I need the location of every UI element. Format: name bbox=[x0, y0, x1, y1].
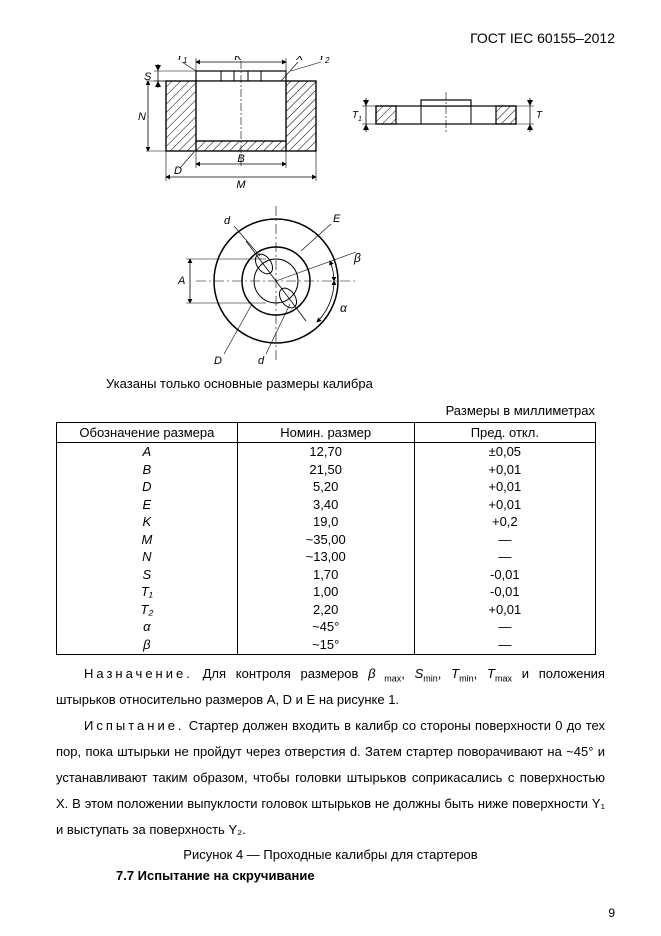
table-row: B21,50+0,01 bbox=[57, 461, 596, 479]
technical-diagram: K Y1 X Y2 S N bbox=[46, 56, 615, 368]
svg-text:α: α bbox=[340, 301, 348, 315]
svg-text:A: A bbox=[177, 275, 185, 287]
table-row: S1,70-0,01 bbox=[57, 566, 596, 584]
table-header: Пред. откл. bbox=[414, 423, 595, 443]
svg-text:1: 1 bbox=[358, 116, 362, 123]
table-header-row: Обозначение размера Номин. размер Пред. … bbox=[57, 423, 596, 443]
svg-text:d: d bbox=[258, 355, 265, 367]
svg-text:1: 1 bbox=[183, 56, 187, 65]
table-row: A12,70±0,05 bbox=[57, 443, 596, 461]
svg-text:E: E bbox=[333, 213, 341, 225]
purpose-lead: Назначение. bbox=[84, 666, 193, 681]
test-text: Стартер должен входить в калибр со сторо… bbox=[56, 718, 605, 837]
svg-text:N: N bbox=[138, 111, 146, 123]
table-row: N~13,00— bbox=[57, 548, 596, 566]
table-row: β~15°— bbox=[57, 636, 596, 654]
dimensions-table: Обозначение размера Номин. размер Пред. … bbox=[56, 422, 596, 655]
svg-text:B: B bbox=[237, 153, 244, 165]
table-row: D5,20+0,01 bbox=[57, 478, 596, 496]
svg-text:K: K bbox=[234, 56, 242, 63]
table-header: Номин. размер bbox=[237, 423, 414, 443]
svg-text:T: T bbox=[536, 110, 543, 121]
table-row: M~35,00— bbox=[57, 531, 596, 549]
svg-text:X: X bbox=[295, 56, 304, 63]
table-row: α~45°— bbox=[57, 618, 596, 636]
svg-text:d: d bbox=[224, 215, 231, 227]
test-paragraph: Испытание. Стартер должен входить в кали… bbox=[56, 713, 605, 843]
svg-text:β: β bbox=[353, 251, 361, 265]
unit-note: Размеры в миллиметрах bbox=[46, 403, 595, 418]
diagram-caption: Указаны только основные размеры калибра bbox=[106, 376, 615, 391]
table-row: T₂2,20+0,01 bbox=[57, 601, 596, 619]
section-title: 7.7 Испытание на скручивание bbox=[116, 868, 615, 883]
table-row: T₁1,00-0,01 bbox=[57, 583, 596, 601]
purpose-paragraph: Назначение. Для контроля размеров β max,… bbox=[56, 661, 605, 714]
page: ГОСТ IEC 60155–2012 bbox=[0, 0, 661, 936]
page-number: 9 bbox=[608, 906, 615, 920]
svg-text:2: 2 bbox=[324, 56, 330, 65]
svg-text:D: D bbox=[214, 355, 222, 367]
test-lead: Испытание. bbox=[84, 718, 185, 733]
table-row: K19,0+0,2 bbox=[57, 513, 596, 531]
diagram-svg: K Y1 X Y2 S N bbox=[46, 56, 606, 368]
table-header: Обозначение размера bbox=[57, 423, 238, 443]
svg-text:M: M bbox=[236, 179, 246, 191]
figure-caption: Рисунок 4 — Проходные калибры для старте… bbox=[46, 847, 615, 862]
standard-header: ГОСТ IEC 60155–2012 bbox=[46, 30, 615, 46]
table-row: E3,40+0,01 bbox=[57, 496, 596, 514]
